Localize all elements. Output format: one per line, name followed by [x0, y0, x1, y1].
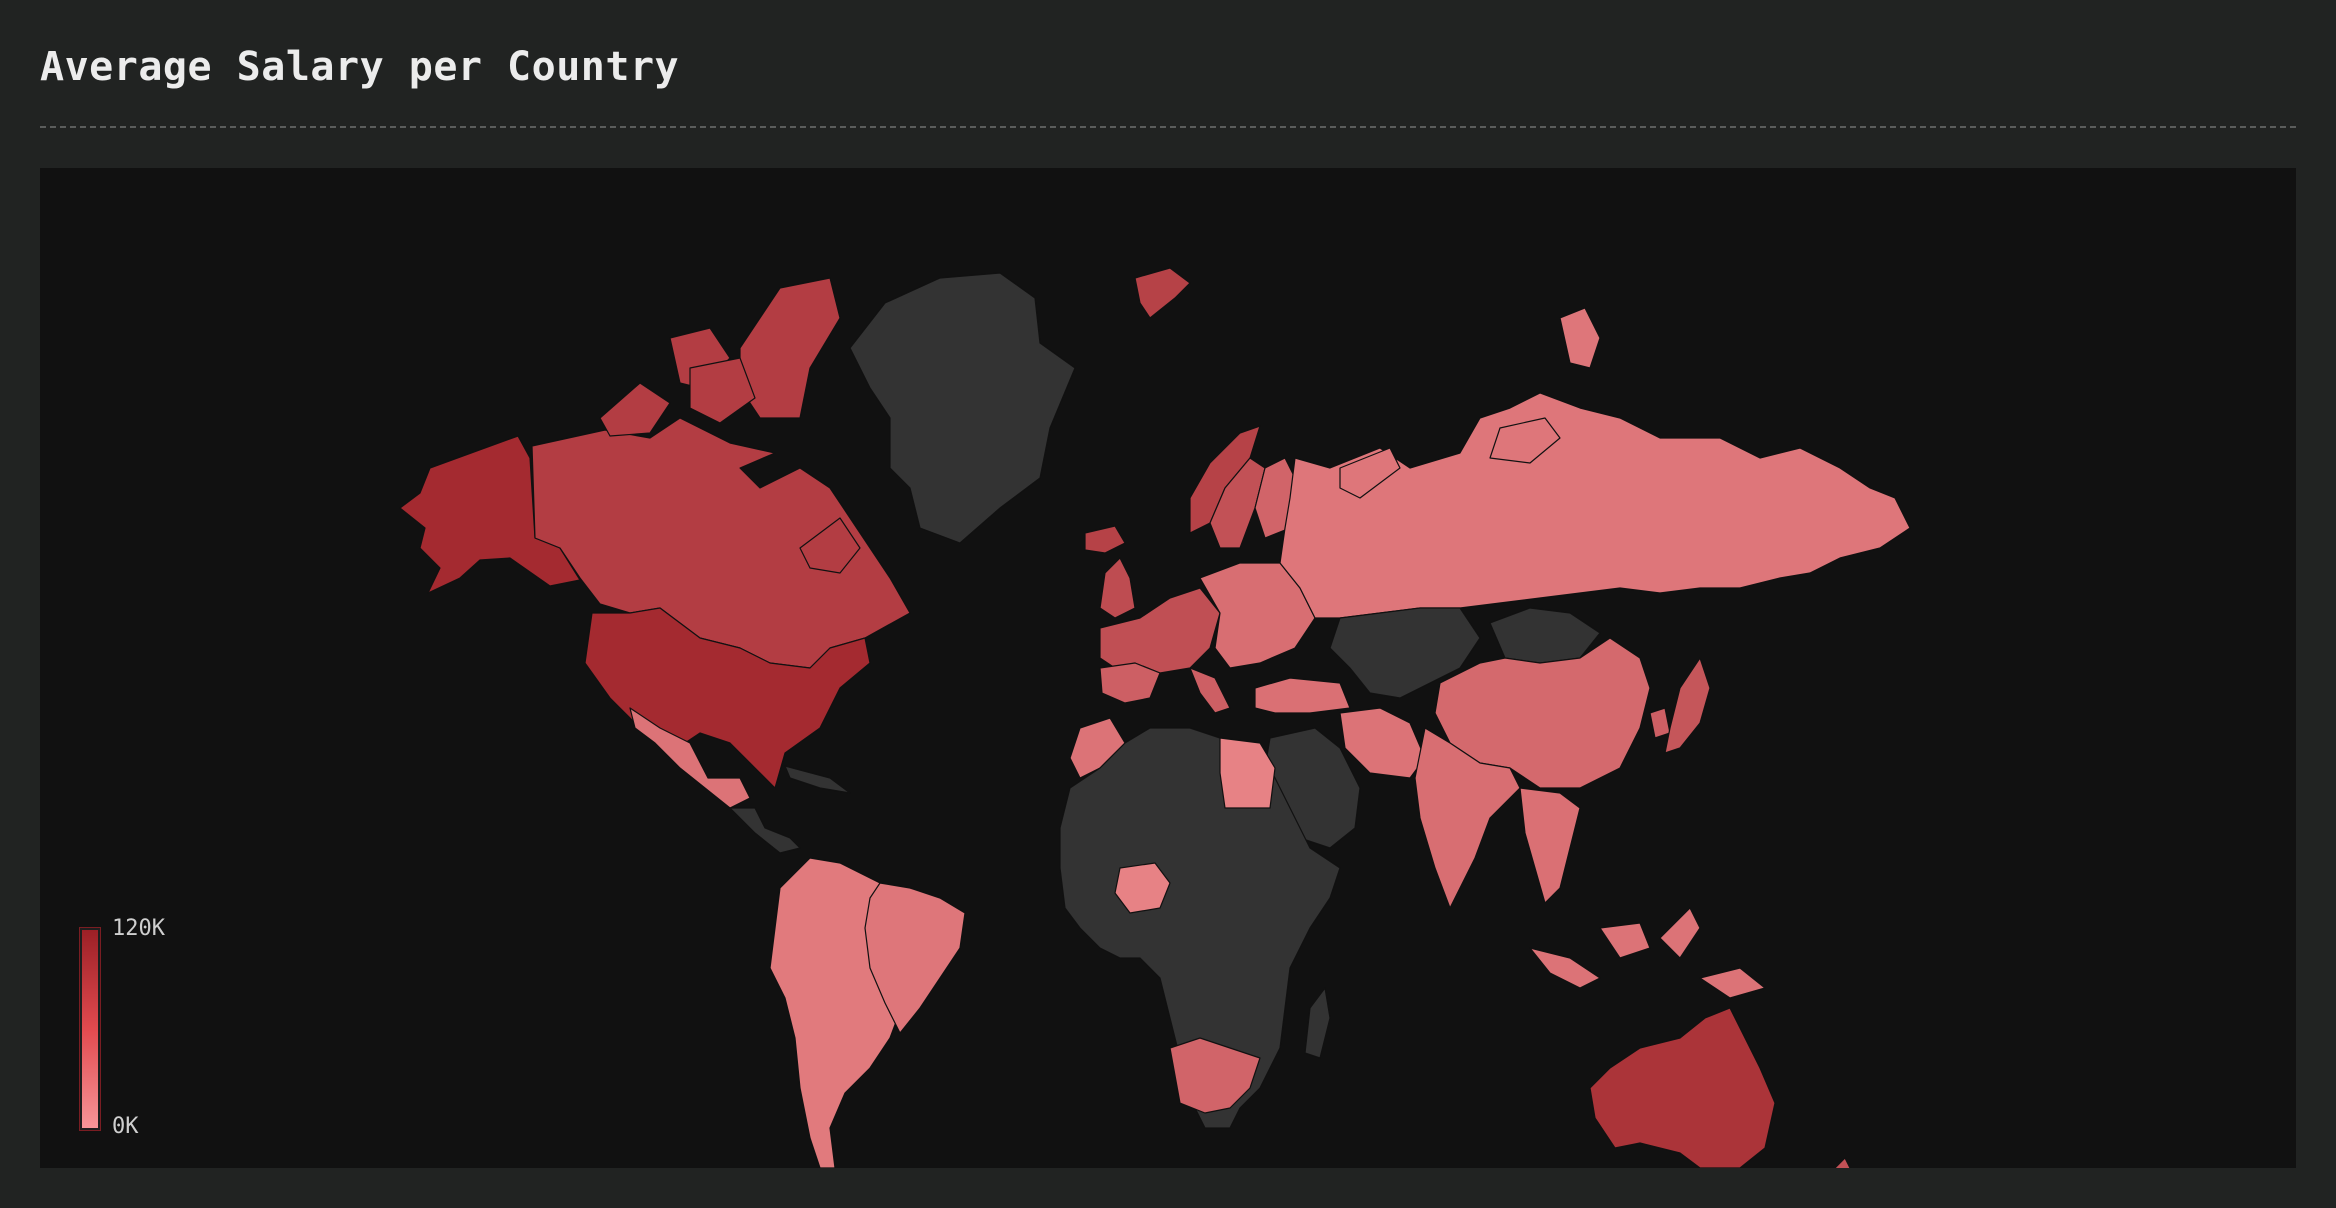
country-alaska[interactable] — [399, 435, 581, 594]
country-caribbean[interactable] — [784, 765, 851, 794]
country-central-asia[interactable] — [1329, 607, 1481, 699]
map-svg — [399, 267, 1911, 1168]
country-iceland[interactable] — [1084, 525, 1126, 554]
country-southern-europe[interactable] — [1099, 662, 1161, 704]
page-title: Average Salary per Country — [40, 44, 680, 90]
country-nigeria[interactable] — [1114, 862, 1171, 914]
country-indonesia[interactable] — [1529, 947, 1601, 989]
legend-color-scale — [79, 927, 101, 1131]
country-madagascar[interactable] — [1304, 987, 1331, 1059]
country-indonesia[interactable] — [1599, 922, 1651, 959]
country-mexico[interactable] — [629, 707, 751, 809]
country-greenland[interactable] — [849, 272, 1076, 544]
world-map[interactable]: 120K 0K — [40, 168, 2296, 1168]
country-indonesia[interactable] — [1699, 967, 1766, 999]
country-canada[interactable] — [799, 517, 861, 574]
country-new-zealand[interactable] — [1815, 1157, 1855, 1168]
country-brazil[interactable] — [864, 882, 966, 1034]
country-australia[interactable] — [1589, 1007, 1776, 1168]
country-egypt[interactable] — [1219, 737, 1276, 809]
country-russia[interactable] — [1339, 447, 1401, 499]
country-southern-europe[interactable] — [1189, 667, 1231, 714]
country-eastern-europe[interactable] — [1199, 562, 1316, 669]
country-canada[interactable] — [689, 357, 756, 424]
country-russia[interactable] — [1279, 392, 1911, 619]
country-russia[interactable] — [1489, 417, 1561, 464]
country-south-korea[interactable] — [1649, 707, 1671, 739]
country-svalbard[interactable] — [1134, 267, 1191, 319]
legend-max-label: 120K — [112, 916, 165, 941]
country-central-america[interactable] — [729, 807, 801, 854]
country-sweden[interactable] — [1209, 457, 1266, 549]
title-divider — [40, 126, 2296, 128]
country-india[interactable] — [1414, 727, 1521, 909]
country-indonesia[interactable] — [1659, 907, 1701, 959]
country-canada[interactable] — [531, 417, 911, 669]
country-united-kingdom[interactable] — [1099, 557, 1136, 619]
country-mongolia[interactable] — [1489, 607, 1601, 664]
country-southeast-asia[interactable] — [1519, 787, 1581, 904]
country-japan[interactable] — [1664, 657, 1711, 754]
country-turkey[interactable] — [1254, 677, 1351, 714]
legend-min-label: 0K — [112, 1114, 139, 1139]
country-south-africa[interactable] — [1169, 1037, 1261, 1114]
country-russia[interactable] — [1559, 307, 1601, 369]
country-canada[interactable] — [599, 382, 671, 437]
country-iran[interactable] — [1339, 707, 1426, 779]
